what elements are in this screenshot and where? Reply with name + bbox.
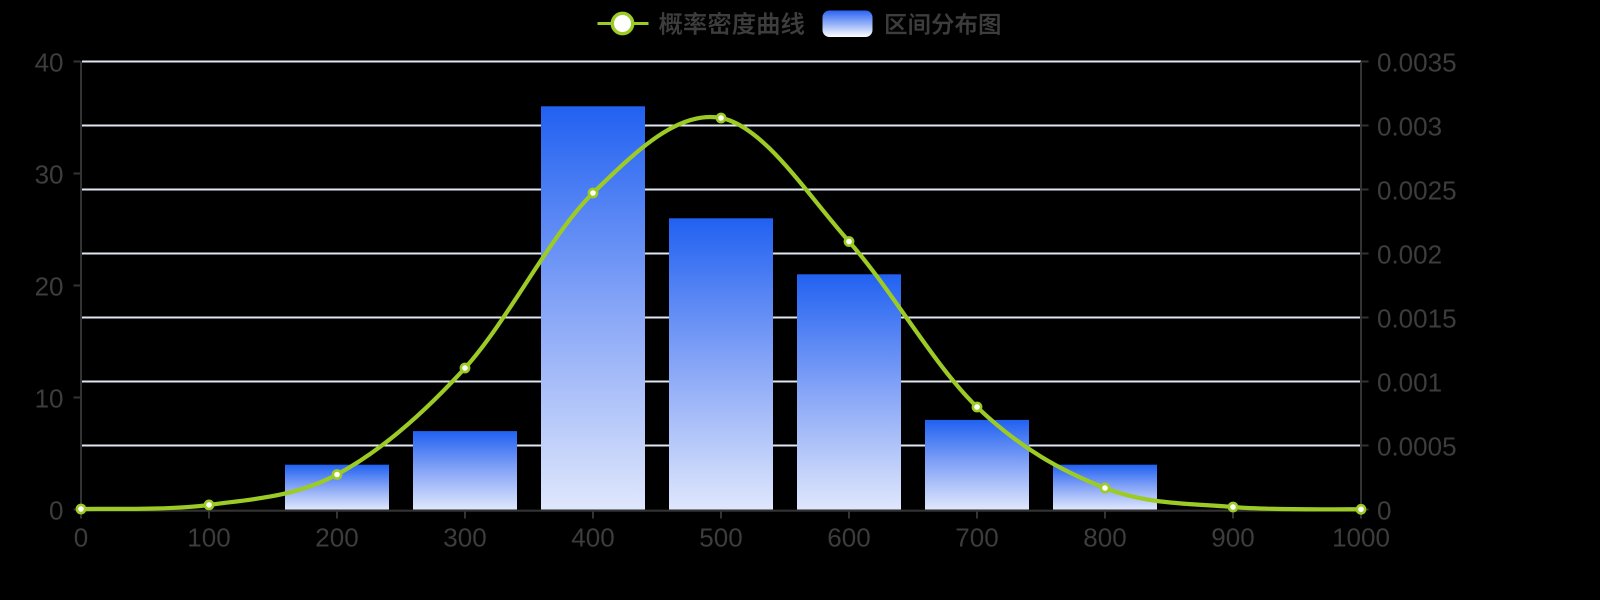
svg-text:500: 500 [699, 523, 742, 553]
svg-text:400: 400 [571, 523, 614, 553]
svg-text:0: 0 [74, 523, 88, 553]
svg-text:30: 30 [35, 160, 64, 190]
svg-text:0.0035: 0.0035 [1377, 48, 1457, 78]
svg-text:0.0025: 0.0025 [1377, 176, 1457, 206]
svg-text:40: 40 [35, 48, 64, 78]
svg-text:700: 700 [955, 523, 998, 553]
svg-text:300: 300 [443, 523, 486, 553]
svg-text:200: 200 [315, 523, 358, 553]
svg-text:0.001: 0.001 [1377, 368, 1442, 398]
svg-text:900: 900 [1211, 523, 1254, 553]
svg-text:0.003: 0.003 [1377, 112, 1442, 142]
svg-text:100: 100 [187, 523, 230, 553]
svg-text:800: 800 [1083, 523, 1126, 553]
svg-text:20: 20 [35, 272, 64, 302]
svg-text:600: 600 [827, 523, 870, 553]
svg-text:10: 10 [35, 384, 64, 414]
svg-text:0.0005: 0.0005 [1377, 432, 1457, 462]
svg-text:0.002: 0.002 [1377, 240, 1442, 270]
svg-text:0.0015: 0.0015 [1377, 304, 1457, 334]
svg-text:0: 0 [49, 496, 63, 526]
svg-text:0: 0 [1377, 496, 1391, 526]
svg-text:1000: 1000 [1332, 523, 1390, 553]
